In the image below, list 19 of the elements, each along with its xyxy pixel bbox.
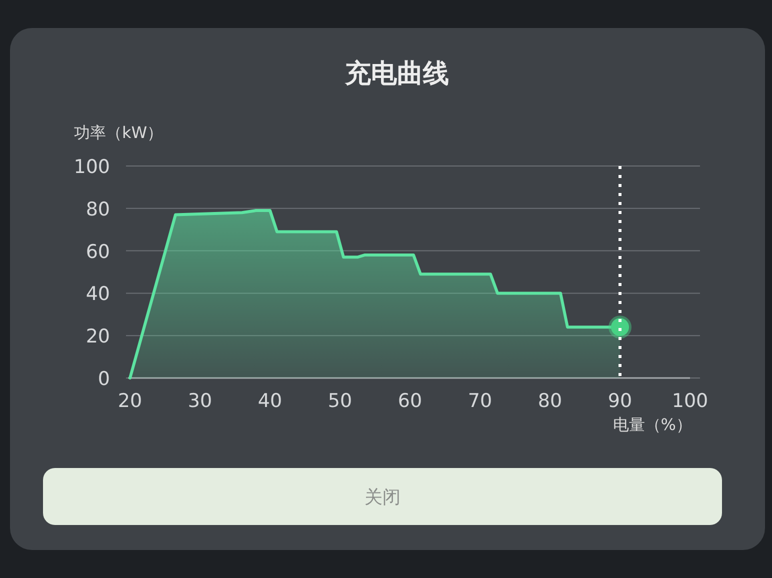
x-tick-label: 20 <box>118 390 142 412</box>
y-tick-label: 40 <box>86 283 110 306</box>
x-tick-label: 60 <box>398 390 422 412</box>
y-tick-label: 0 <box>98 368 110 390</box>
x-tick-label: 50 <box>328 390 352 412</box>
chart-title: 充电曲线 <box>344 59 449 89</box>
x-tick-label: 100 <box>672 390 708 412</box>
x-tick-label: 80 <box>538 390 562 412</box>
y-tick-label: 100 <box>74 156 110 178</box>
x-axis-title: 电量（%） <box>612 415 692 434</box>
y-tick-label: 20 <box>86 326 110 348</box>
y-tick-label: 60 <box>86 240 110 263</box>
x-tick-label: 30 <box>188 390 212 412</box>
y-axis-title: 功率（kW） <box>74 123 164 142</box>
x-tick-label: 70 <box>468 390 492 412</box>
x-tick-label: 90 <box>608 390 632 412</box>
x-tick-label: 40 <box>258 390 282 412</box>
button: 关闭 <box>43 468 722 525</box>
y-tick-label: 80 <box>86 198 110 220</box>
